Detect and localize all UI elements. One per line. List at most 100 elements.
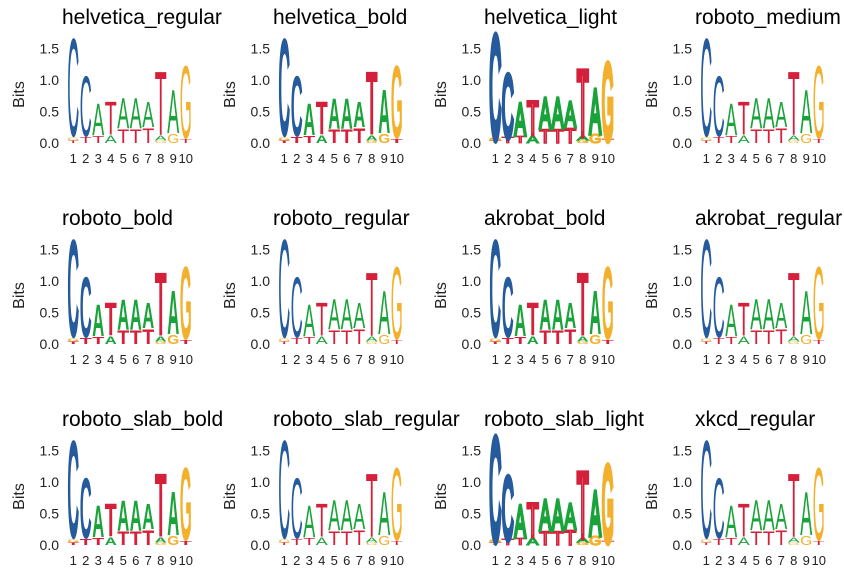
y-tick-label: 0.5 [673, 103, 693, 119]
logo-letter: A [316, 334, 328, 347]
logo-letter: C [278, 413, 290, 569]
y-tick-label: 0.5 [251, 304, 271, 320]
x-tick-label: 9 [803, 151, 810, 166]
x-tick-label: 6 [554, 553, 561, 568]
logo-letter: T [328, 529, 340, 550]
x-tick-label: 9 [381, 151, 388, 166]
y-tick-label: 1.0 [40, 474, 60, 490]
logo-letter: T [316, 292, 328, 346]
logo-letter: G [788, 140, 800, 144]
logo-letter: T [92, 335, 105, 346]
logo-letter: A [155, 134, 168, 142]
x-tick-label: 8 [579, 553, 586, 568]
logo-letter: A [130, 91, 142, 139]
x-tick-label: 10 [179, 151, 193, 166]
logo-letter: T [303, 335, 316, 346]
x-tick-label: 10 [812, 151, 826, 166]
logo-letter: T [788, 254, 800, 355]
y-tick-label: 1.5 [40, 241, 60, 257]
x-tick-label: 3 [95, 352, 102, 367]
logo-letter: A [725, 96, 737, 146]
x-tick-label: 1 [281, 352, 288, 367]
logo-letter: G [577, 341, 589, 345]
x-tick-label: 7 [356, 352, 363, 367]
logo-letter: G [378, 534, 390, 549]
y-axis-label: Bits [222, 282, 239, 309]
logo-letter: C [67, 11, 79, 167]
logo-letter: A [341, 292, 353, 340]
x-tick-label: 10 [601, 151, 615, 166]
logo-letter: T [489, 341, 502, 345]
x-tick-label: 10 [390, 553, 404, 568]
logo-letter: A [539, 290, 551, 339]
y-tick-label: 0.0 [673, 537, 693, 553]
x-tick-label: 5 [542, 553, 549, 568]
x-tick-label: 6 [554, 151, 561, 166]
y-tick-label: 0.5 [462, 304, 482, 320]
x-tick-label: 4 [107, 553, 114, 568]
logo-letter: T [130, 529, 142, 550]
logo-letter: A [366, 134, 378, 142]
logo-letter: C [291, 260, 303, 356]
logo-letter: A [577, 536, 590, 544]
logo-letter: A [303, 498, 315, 548]
logo-letter: A [750, 91, 762, 139]
logo-letter: T [353, 526, 365, 550]
logo-letter: A [800, 77, 812, 146]
logo-letter: T [353, 325, 365, 349]
logo-letter: A [303, 297, 315, 347]
panel-title: helvetica_bold [273, 6, 408, 29]
x-tick-label: 8 [368, 553, 375, 568]
logo-letter: T [725, 335, 738, 346]
logo-letter: T [552, 127, 564, 148]
logo-letter: A [92, 497, 104, 547]
logo-letter: T [341, 127, 353, 148]
x-tick-label: 9 [803, 352, 810, 367]
logo-letter: T [105, 493, 117, 547]
logo-letter: G [378, 132, 390, 147]
logo-letter: T [366, 254, 378, 355]
panel-title: roboto_bold [62, 207, 173, 230]
x-tick-label: 4 [318, 553, 325, 568]
x-tick-label: 1 [70, 352, 77, 367]
y-tick-label: 1.0 [673, 273, 693, 289]
y-axis-label: Bits [11, 282, 28, 309]
x-tick-label: 9 [381, 553, 388, 568]
logo-letter: T [725, 536, 738, 547]
x-tick-label: 2 [504, 352, 511, 367]
x-tick-label: 8 [157, 151, 164, 166]
x-tick-label: 9 [592, 352, 599, 367]
logo-letter: A [775, 95, 788, 136]
x-tick-label: 3 [517, 352, 524, 367]
x-tick-label: 1 [492, 151, 499, 166]
logo-panel: roboto_slab_bold Bits 0.0 0.5 1.0 1.5 1 2 3 4 5 6 7 8… [0, 402, 223, 578]
logo-letter: A [738, 133, 750, 146]
logo-panel: roboto_bold Bits 0.0 0.5 1.0 1.5 1 2 3 4 5 6 7 8 9 10 T G… [0, 201, 211, 401]
y-axis-label: Bits [222, 81, 239, 108]
x-tick-label: 1 [703, 151, 710, 166]
y-tick-label: 0.0 [40, 537, 60, 553]
x-tick-label: 2 [504, 553, 511, 568]
x-tick-label: 5 [120, 352, 127, 367]
logo-letter: A [378, 77, 390, 147]
logo-letter: G [602, 245, 614, 361]
logo-letter: T [738, 292, 750, 346]
x-tick-label: 6 [343, 151, 350, 166]
logo-letter: C [700, 413, 712, 569]
logo-letter: T [316, 91, 328, 145]
logo-letter: T [489, 140, 502, 144]
logo-letter: C [80, 59, 92, 155]
logo-letter: T [489, 542, 502, 546]
logo-letter: C [713, 461, 725, 557]
logo-letter: T [514, 134, 527, 145]
logo-letter: T [155, 254, 167, 355]
logo-letter: G [378, 333, 390, 348]
y-tick-label: 0.0 [462, 336, 482, 352]
logo-letter: T [775, 124, 787, 148]
y-tick-label: 1.0 [251, 474, 271, 490]
y-tick-label: 1.0 [462, 273, 482, 289]
x-tick-label: 7 [778, 151, 785, 166]
logo-letter: G [700, 338, 712, 343]
x-tick-label: 9 [803, 553, 810, 568]
